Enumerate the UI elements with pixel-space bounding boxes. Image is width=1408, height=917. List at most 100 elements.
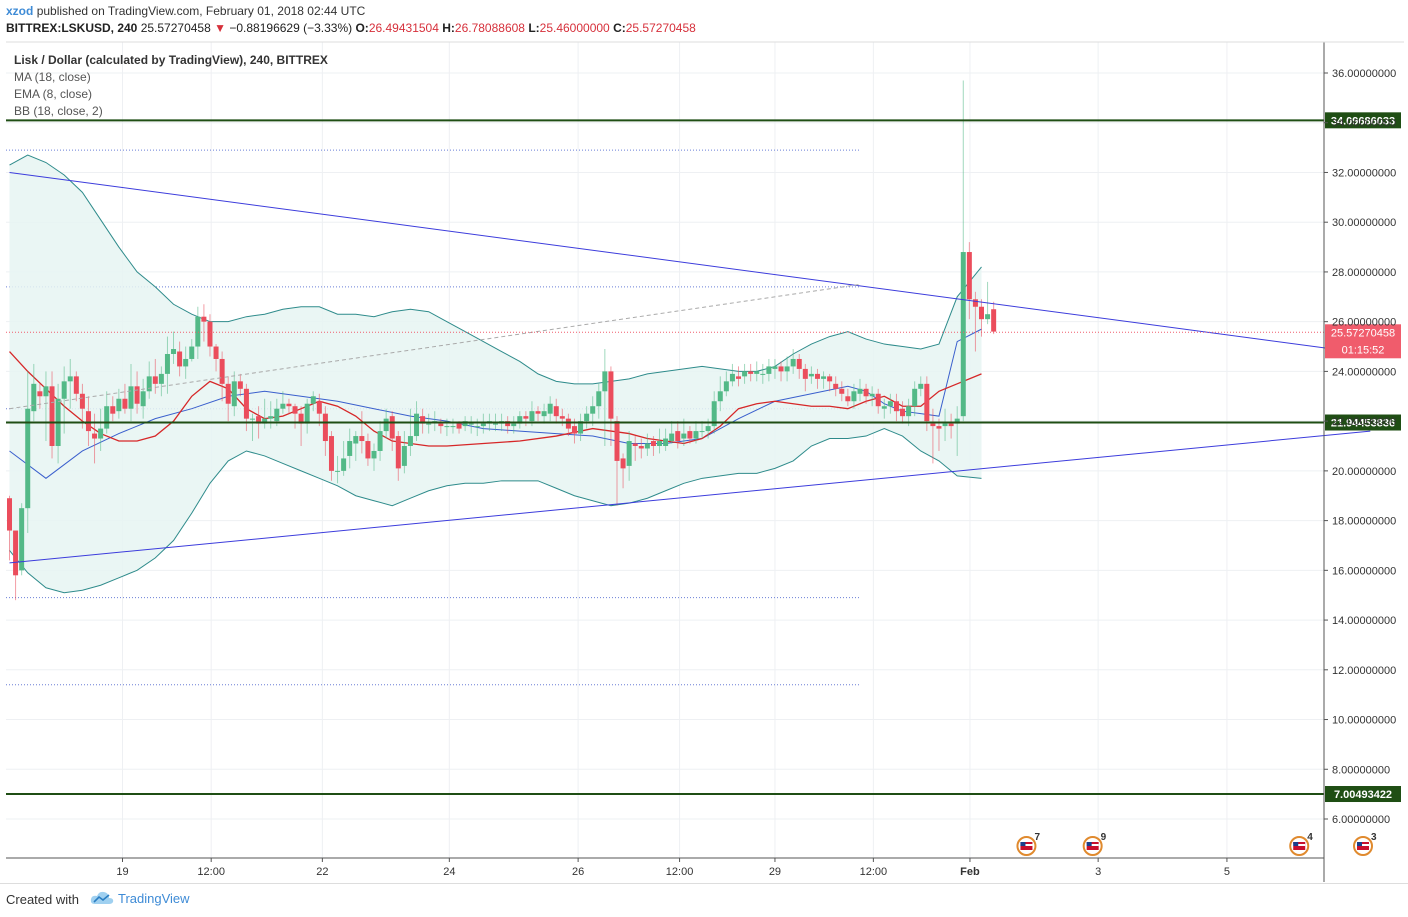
candle [754, 361, 760, 382]
candle [979, 299, 984, 337]
candle-body [760, 373, 766, 375]
candle [699, 421, 705, 439]
y-tick-label: 16.00000000 [1332, 565, 1396, 577]
candle-body [960, 252, 966, 417]
candle [359, 411, 365, 454]
candle [638, 438, 644, 459]
candle [286, 398, 292, 414]
candle-body [158, 373, 164, 384]
economic-events[interactable]: 7 9 4 3 [1016, 832, 1377, 856]
candle [407, 408, 413, 456]
symbol-label: BITTREX:LSKUSD, 240 [6, 21, 138, 35]
candle [839, 381, 845, 402]
candle-body [493, 423, 498, 425]
candle-body [966, 252, 972, 300]
candle [98, 408, 104, 451]
candle [991, 301, 997, 335]
candle-body [79, 393, 85, 409]
candle-body [152, 376, 158, 384]
trendline [9, 430, 1371, 564]
candle [814, 368, 820, 389]
candle [128, 363, 134, 422]
candle-body [912, 388, 918, 407]
bb-lower-line [9, 428, 982, 594]
candle [43, 371, 49, 442]
candle [189, 339, 195, 362]
y-tick-label: 24.00000000 [1332, 366, 1396, 378]
candle [711, 391, 717, 434]
candle [912, 381, 918, 417]
candle-body [845, 396, 851, 402]
candle [766, 358, 772, 382]
candle [110, 396, 116, 422]
candle [620, 453, 626, 489]
event-flag-canton [1357, 842, 1363, 846]
candle-body [195, 316, 201, 347]
price-chart[interactable]: 34.09686033 21.94453836 7.00493422 25.57270… [0, 0, 1408, 883]
open-value: 26.49431504 [368, 21, 439, 35]
candle-body [480, 423, 486, 427]
candle-body [942, 423, 948, 427]
candle [608, 366, 614, 446]
candle-body [353, 436, 359, 444]
candle [201, 304, 207, 342]
candle [887, 393, 893, 414]
x-tick-label: Feb [960, 866, 980, 878]
candle-body [547, 403, 553, 414]
candle [468, 416, 474, 434]
candle-body [796, 358, 802, 369]
low-value: 25.46000000 [539, 21, 610, 35]
tradingview-brand[interactable]: TradingView [90, 890, 190, 906]
level-label-bg [1325, 112, 1401, 129]
candle [717, 376, 723, 412]
candle [565, 413, 571, 437]
event-count: 4 [1307, 832, 1313, 843]
candle-body [711, 401, 717, 427]
candle-body [7, 498, 12, 531]
candle [195, 306, 201, 359]
candle-body [766, 366, 772, 374]
candle [833, 376, 839, 397]
level-label: 21.94453836 [1331, 418, 1395, 430]
candle-body [468, 423, 474, 425]
candle-body [13, 530, 19, 576]
candle [383, 408, 389, 439]
candle-body [462, 421, 468, 427]
event-flag-stripe [1086, 844, 1099, 846]
economic-event-flag-icon: 7 [1016, 832, 1040, 856]
candle [693, 421, 699, 444]
candle-body [511, 423, 517, 427]
candle-body [620, 458, 626, 469]
candle [687, 426, 693, 444]
candle-body [954, 418, 960, 424]
candle [164, 336, 170, 394]
candle-body [723, 381, 729, 392]
candle [845, 388, 851, 407]
event-flag-canton [1020, 842, 1026, 846]
candle [632, 436, 638, 461]
candle-body [778, 366, 784, 372]
candle [942, 408, 948, 442]
candle [827, 373, 833, 392]
candle-body [73, 376, 79, 394]
candle-body [474, 426, 480, 428]
author-name[interactable]: xzod [6, 4, 34, 18]
candle [851, 383, 857, 409]
candle [517, 411, 523, 429]
candle [316, 393, 322, 427]
candle-body [833, 383, 839, 389]
candle-body [37, 391, 43, 397]
candle-body [164, 353, 170, 374]
candle [122, 383, 128, 414]
candle-body [268, 416, 274, 419]
candle [304, 398, 310, 434]
candle-body [122, 398, 128, 409]
candle-body [67, 376, 73, 382]
candle-body [286, 403, 292, 407]
candle-body [541, 411, 547, 417]
candle [626, 431, 632, 481]
y-tick-label: 14.00000000 [1332, 615, 1396, 627]
candle [918, 376, 924, 397]
candle-body [687, 431, 693, 439]
candle [438, 418, 444, 434]
